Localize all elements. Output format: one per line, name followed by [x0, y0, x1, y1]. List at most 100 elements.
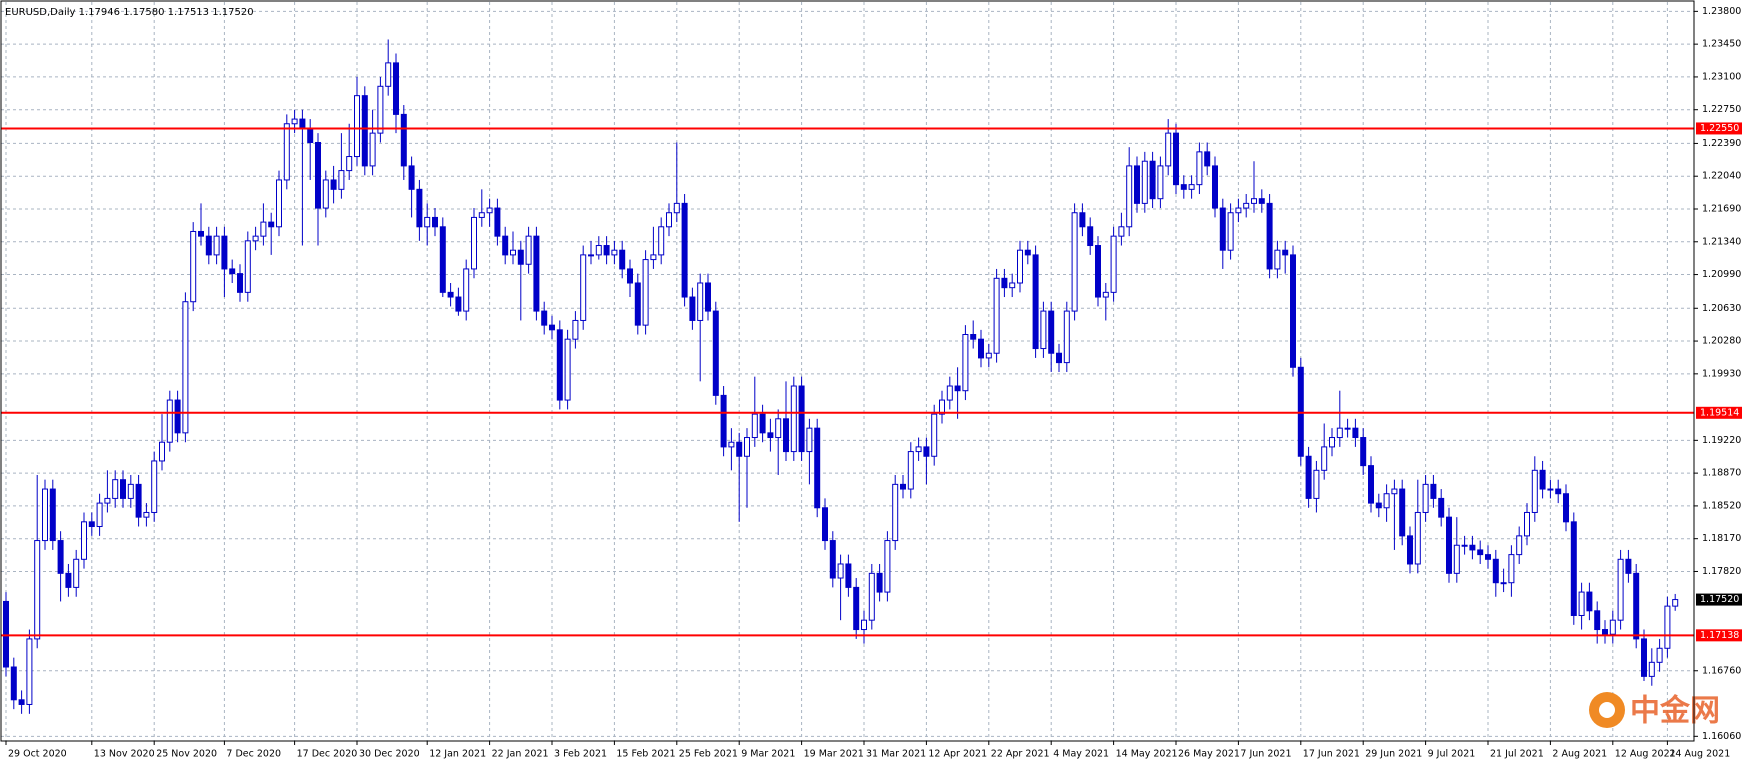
candle-body	[237, 273, 243, 293]
candle-body	[338, 170, 345, 190]
candle-body	[1258, 198, 1265, 204]
candle-body	[1446, 516, 1452, 574]
candle-body	[806, 427, 813, 453]
candle-body	[1438, 497, 1445, 518]
candle-body	[1290, 254, 1296, 368]
candle-body	[1594, 610, 1601, 631]
candle-body	[416, 188, 423, 228]
candle-body	[112, 479, 119, 499]
candle-body	[299, 118, 306, 129]
candle-body	[1048, 310, 1055, 354]
candle-body	[104, 497, 111, 504]
candle-body	[1602, 629, 1608, 635]
candle-body	[190, 230, 197, 303]
candle-body	[1477, 549, 1484, 556]
y-tick-label: 1.23800	[1702, 6, 1741, 17]
candle-body	[634, 282, 641, 326]
candle-body	[1578, 591, 1585, 616]
candle-body	[127, 483, 134, 499]
candle-body	[244, 240, 251, 293]
candle-body	[580, 254, 587, 321]
candle-body	[907, 451, 914, 490]
candle-body	[1375, 502, 1382, 509]
candle-body	[120, 479, 126, 499]
x-tick-label: 30 Dec 2020	[359, 749, 420, 760]
x-tick-label: 12 Jan 2021	[429, 749, 486, 760]
price-label-box	[1696, 593, 1742, 606]
candle-body	[681, 202, 688, 298]
x-tick-label: 25 Feb 2021	[679, 749, 738, 760]
candle-body	[276, 179, 282, 228]
candle-body	[42, 488, 48, 542]
candle-body	[229, 268, 236, 275]
candle-body	[884, 540, 891, 593]
candle-body	[1453, 544, 1460, 574]
y-tick-label: 1.22390	[1702, 138, 1741, 149]
candle-body	[658, 226, 665, 256]
candle-body	[751, 413, 758, 439]
candle-body	[205, 235, 212, 256]
candle-body	[1508, 554, 1515, 584]
candles-layer	[1, 39, 1694, 714]
candle-body	[517, 249, 524, 265]
y-tick-label: 1.16760	[1702, 665, 1741, 676]
candle-body	[564, 338, 571, 401]
x-tick-label: 22 Apr 2021	[991, 749, 1050, 760]
candle-body	[1516, 535, 1523, 556]
candle-body	[455, 296, 462, 312]
candle-body	[1414, 511, 1421, 565]
candle-body	[1243, 202, 1250, 209]
candle-body	[174, 399, 181, 434]
y-tick-label: 1.22750	[1702, 104, 1741, 115]
candle-body	[1524, 511, 1530, 537]
candle-body	[159, 441, 165, 462]
candle-body	[57, 540, 64, 574]
x-tick-label: 15 Feb 2021	[616, 749, 675, 760]
candle-body	[720, 394, 727, 448]
candle-body	[736, 441, 743, 457]
y-tick-label: 1.23100	[1702, 71, 1741, 82]
candle-body	[1024, 249, 1031, 256]
x-tick-label: 3 Feb 2021	[554, 749, 607, 760]
candle-body	[923, 446, 930, 457]
candle-body	[1344, 427, 1351, 430]
candle-body	[400, 113, 407, 167]
candle-body	[1563, 493, 1569, 523]
candle-body	[1017, 249, 1023, 284]
candle-body	[26, 638, 33, 705]
candle-body	[978, 338, 984, 359]
chart-title: EURUSD,Daily 1.17946 1.17580 1.17513 1.1…	[5, 7, 254, 18]
candle-body	[10, 666, 17, 701]
x-tick-label: 24 Aug 2021	[1669, 749, 1730, 760]
y-tick-label: 1.20630	[1702, 303, 1741, 314]
candle-body	[1641, 638, 1647, 677]
candle-body	[34, 540, 41, 640]
candle-body	[1079, 212, 1086, 228]
candle-body	[1469, 544, 1476, 551]
candle-body	[96, 502, 103, 528]
candle-body	[1329, 437, 1335, 448]
candle-body	[946, 385, 953, 401]
candle-body	[439, 226, 446, 293]
candle-body	[330, 179, 337, 190]
candle-body	[1672, 599, 1679, 607]
candle-body	[1009, 282, 1016, 289]
candle-body	[502, 235, 509, 256]
candle-body	[1633, 572, 1640, 640]
candle-body	[525, 235, 532, 265]
candle-body	[876, 572, 883, 593]
candle-body	[775, 418, 782, 439]
x-tick-label: 26 May 2021	[1178, 749, 1240, 760]
candle-body	[1399, 488, 1406, 537]
level-label: 1.17138	[1700, 630, 1739, 641]
candle-body	[619, 249, 626, 270]
candle-body	[1664, 605, 1671, 649]
candle-body	[49, 488, 56, 542]
candle-body	[1266, 202, 1273, 270]
candle-body	[393, 62, 399, 115]
candle-body	[486, 207, 493, 214]
candle-body	[1352, 427, 1359, 439]
x-tick-label: 17 Jun 2021	[1303, 749, 1360, 760]
candle-body	[744, 437, 750, 457]
